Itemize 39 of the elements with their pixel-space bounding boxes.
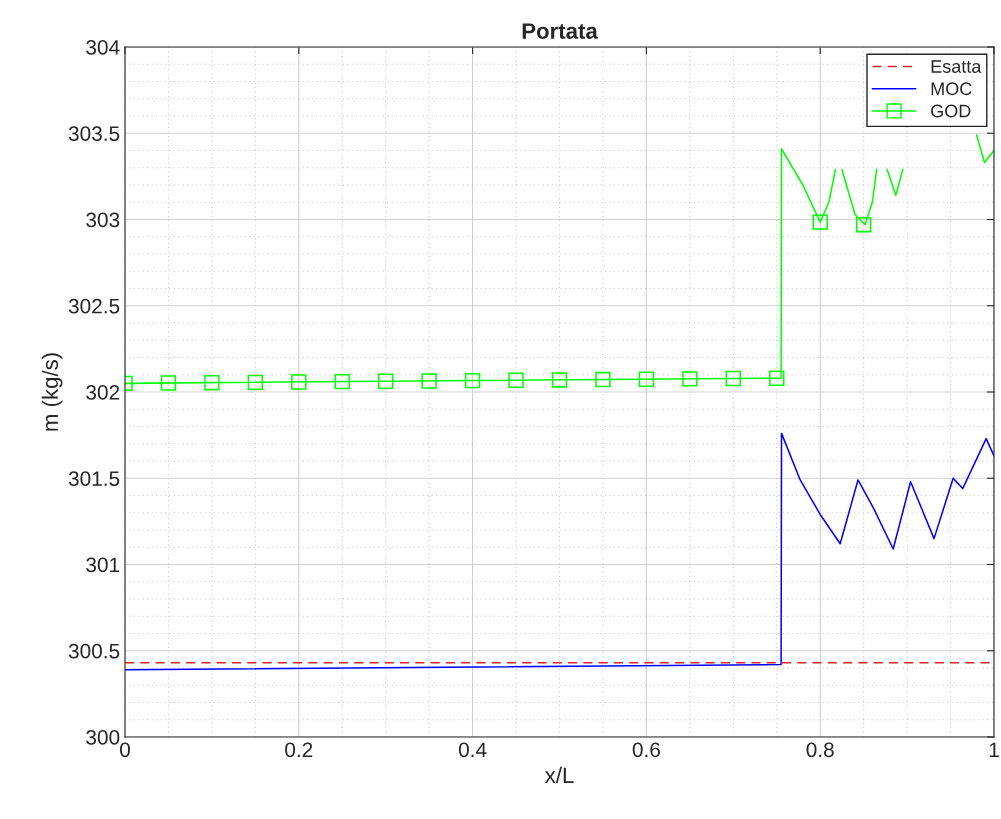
y-tick-label: 302.5 — [68, 298, 120, 314]
point — [377, 373, 394, 390]
chart-title: Portata — [522, 23, 598, 39]
y-tick-label: 303.5 — [68, 126, 120, 141]
x-tick-label: 1 — [989, 742, 999, 757]
legend-label: GOD — [931, 104, 971, 118]
point — [595, 371, 611, 388]
point — [247, 374, 264, 391]
x-tick-label: 0.6 — [632, 742, 660, 758]
x-tick-label: 0.4 — [458, 742, 487, 758]
point — [291, 374, 307, 390]
y-tick-label: 302 — [86, 385, 120, 400]
point — [551, 372, 568, 388]
y-tick-label: 301 — [86, 557, 120, 573]
legend-label: Esatta — [931, 60, 982, 73]
point — [638, 371, 655, 387]
point — [160, 375, 177, 391]
point — [855, 216, 872, 233]
y-tick-label: 301.5 — [68, 471, 120, 486]
legend-label: MOC — [931, 82, 972, 96]
point — [204, 374, 220, 391]
point — [421, 373, 437, 389]
y-axis-title: m (kg/s) — [41, 353, 63, 431]
y-tick-label: 300.5 — [68, 643, 120, 659]
point — [334, 373, 350, 390]
point — [464, 372, 481, 389]
point — [682, 371, 698, 387]
x-tick-label: 0.2 — [285, 742, 313, 758]
x-axis-title: x/L — [544, 766, 574, 784]
point — [725, 370, 742, 387]
line-series — [125, 432, 994, 671]
point — [508, 372, 524, 388]
y-tick-label: 303 — [86, 212, 120, 228]
x-tick-label: 0.8 — [806, 742, 834, 758]
y-tick-label: 304 — [86, 40, 120, 55]
point — [812, 214, 828, 230]
y-tick-label: 300 — [86, 730, 120, 745]
point — [769, 370, 785, 386]
x-tick-label: 0 — [120, 742, 130, 758]
